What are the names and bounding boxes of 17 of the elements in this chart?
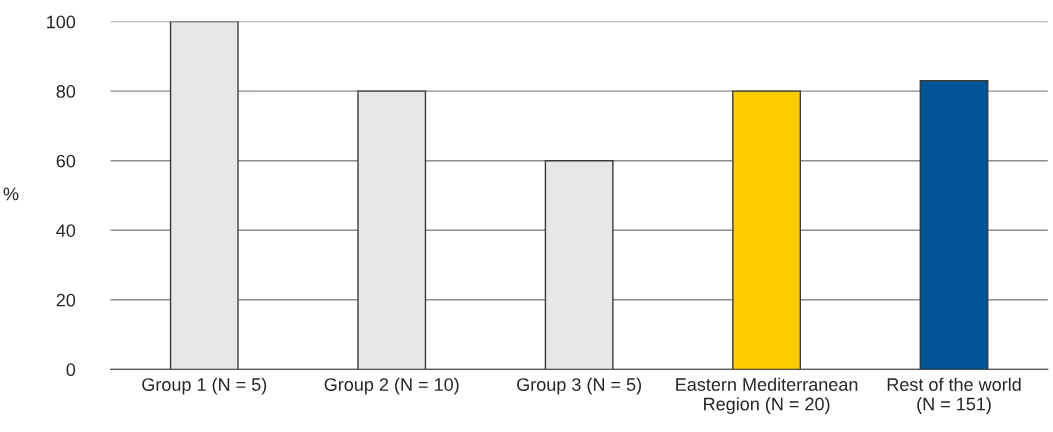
bar <box>357 90 427 370</box>
y-tick-label: 100 <box>47 15 76 29</box>
x-tick-label: Group 1 (N = 5) <box>142 377 267 395</box>
bar <box>732 90 802 370</box>
y-tick-label: 60 <box>56 154 76 168</box>
bar <box>169 21 239 370</box>
y-tick-label: 80 <box>56 85 76 98</box>
x-tick-label: Rest of the world (N = 151) <box>887 377 1021 414</box>
bar <box>544 160 614 370</box>
bar <box>919 80 989 370</box>
x-tick-label: Eastern Mediterranean Region (N = 20) <box>676 377 858 414</box>
y-tick-label: 0 <box>66 363 76 377</box>
y-tick-label: 20 <box>56 293 76 307</box>
x-tick-label: Group 2 (N = 10) <box>324 377 459 395</box>
x-tick-label: Group 3 (N = 5) <box>517 377 641 395</box>
y-tick-label: 40 <box>56 224 76 237</box>
y-axis-title: % <box>3 187 19 201</box>
